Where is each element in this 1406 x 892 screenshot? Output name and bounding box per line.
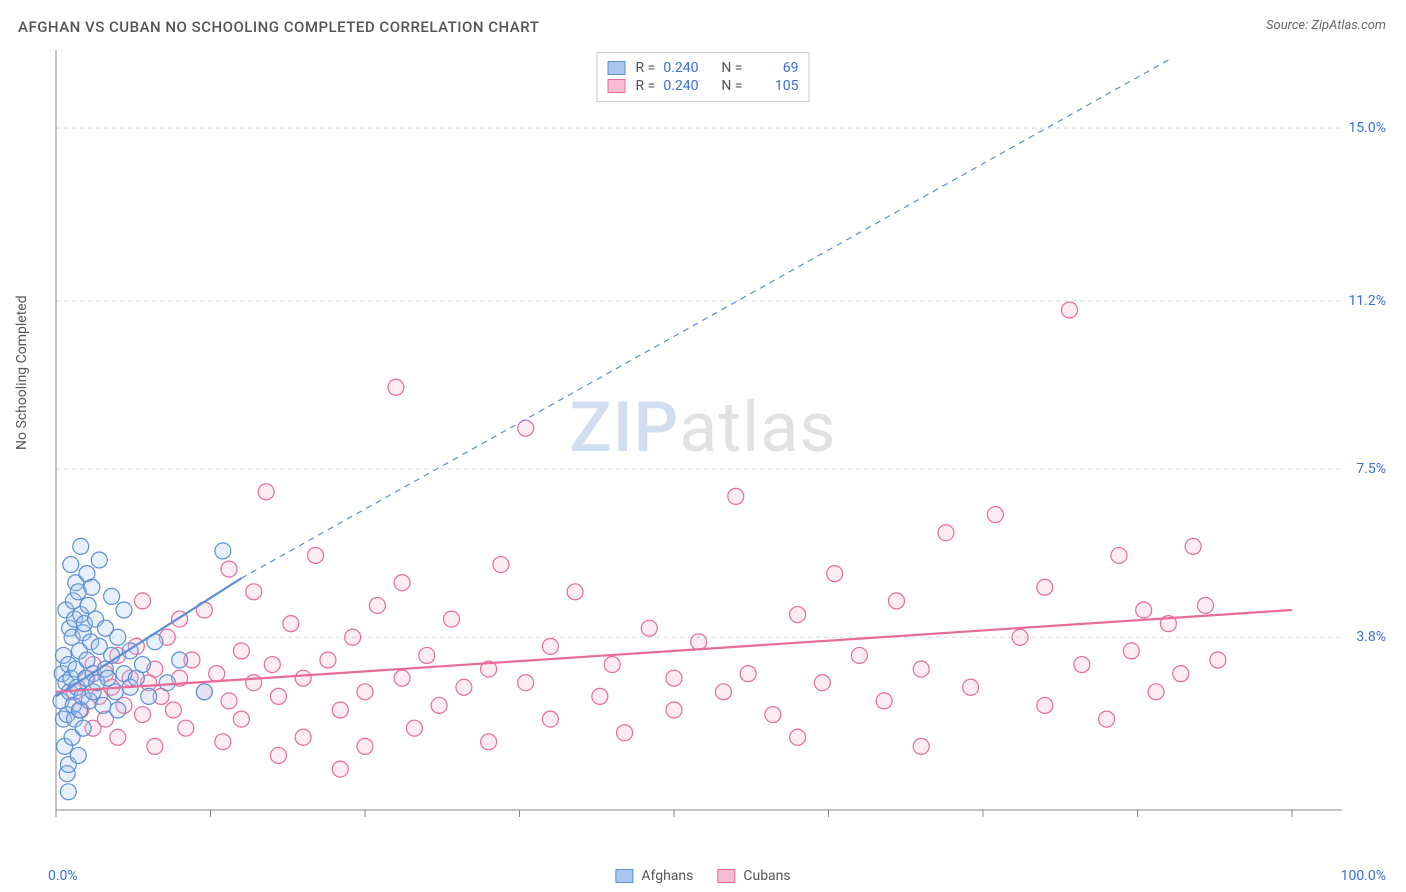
legend-series: Afghans Cubans [615,868,790,884]
legend-row-cubans: R = 0.240 N = 105 [608,77,799,95]
swatch-afghans-bottom [615,869,633,883]
y-tick-label: 3.8% [1356,629,1386,645]
correlation-chart: AFGHAN VS CUBAN NO SCHOOLING COMPLETED C… [0,0,1406,892]
legend-item-cubans: Cubans [717,868,790,884]
y-tick-label: 7.5% [1356,461,1386,477]
legend-row-afghans: R = 0.240 N = 69 [608,59,799,77]
y-tick-label: 11.2% [1348,293,1386,309]
legend-statistics: R = 0.240 N = 69 R = 0.240 N = 105 [597,52,810,102]
y-tick-label: 15.0% [1348,120,1386,136]
scatter-plot [52,50,1342,840]
swatch-afghans [608,61,626,75]
legend-item-afghans: Afghans [615,868,693,884]
source-attribution: Source: ZipAtlas.com [1266,18,1386,33]
x-axis-min-label: 0.0% [48,868,78,884]
swatch-cubans-bottom [717,869,735,883]
swatch-cubans [608,79,626,93]
x-axis-max-label: 100.0% [1341,868,1386,884]
chart-title: AFGHAN VS CUBAN NO SCHOOLING COMPLETED C… [18,18,539,36]
y-axis-label: No Schooling Completed [14,295,30,450]
